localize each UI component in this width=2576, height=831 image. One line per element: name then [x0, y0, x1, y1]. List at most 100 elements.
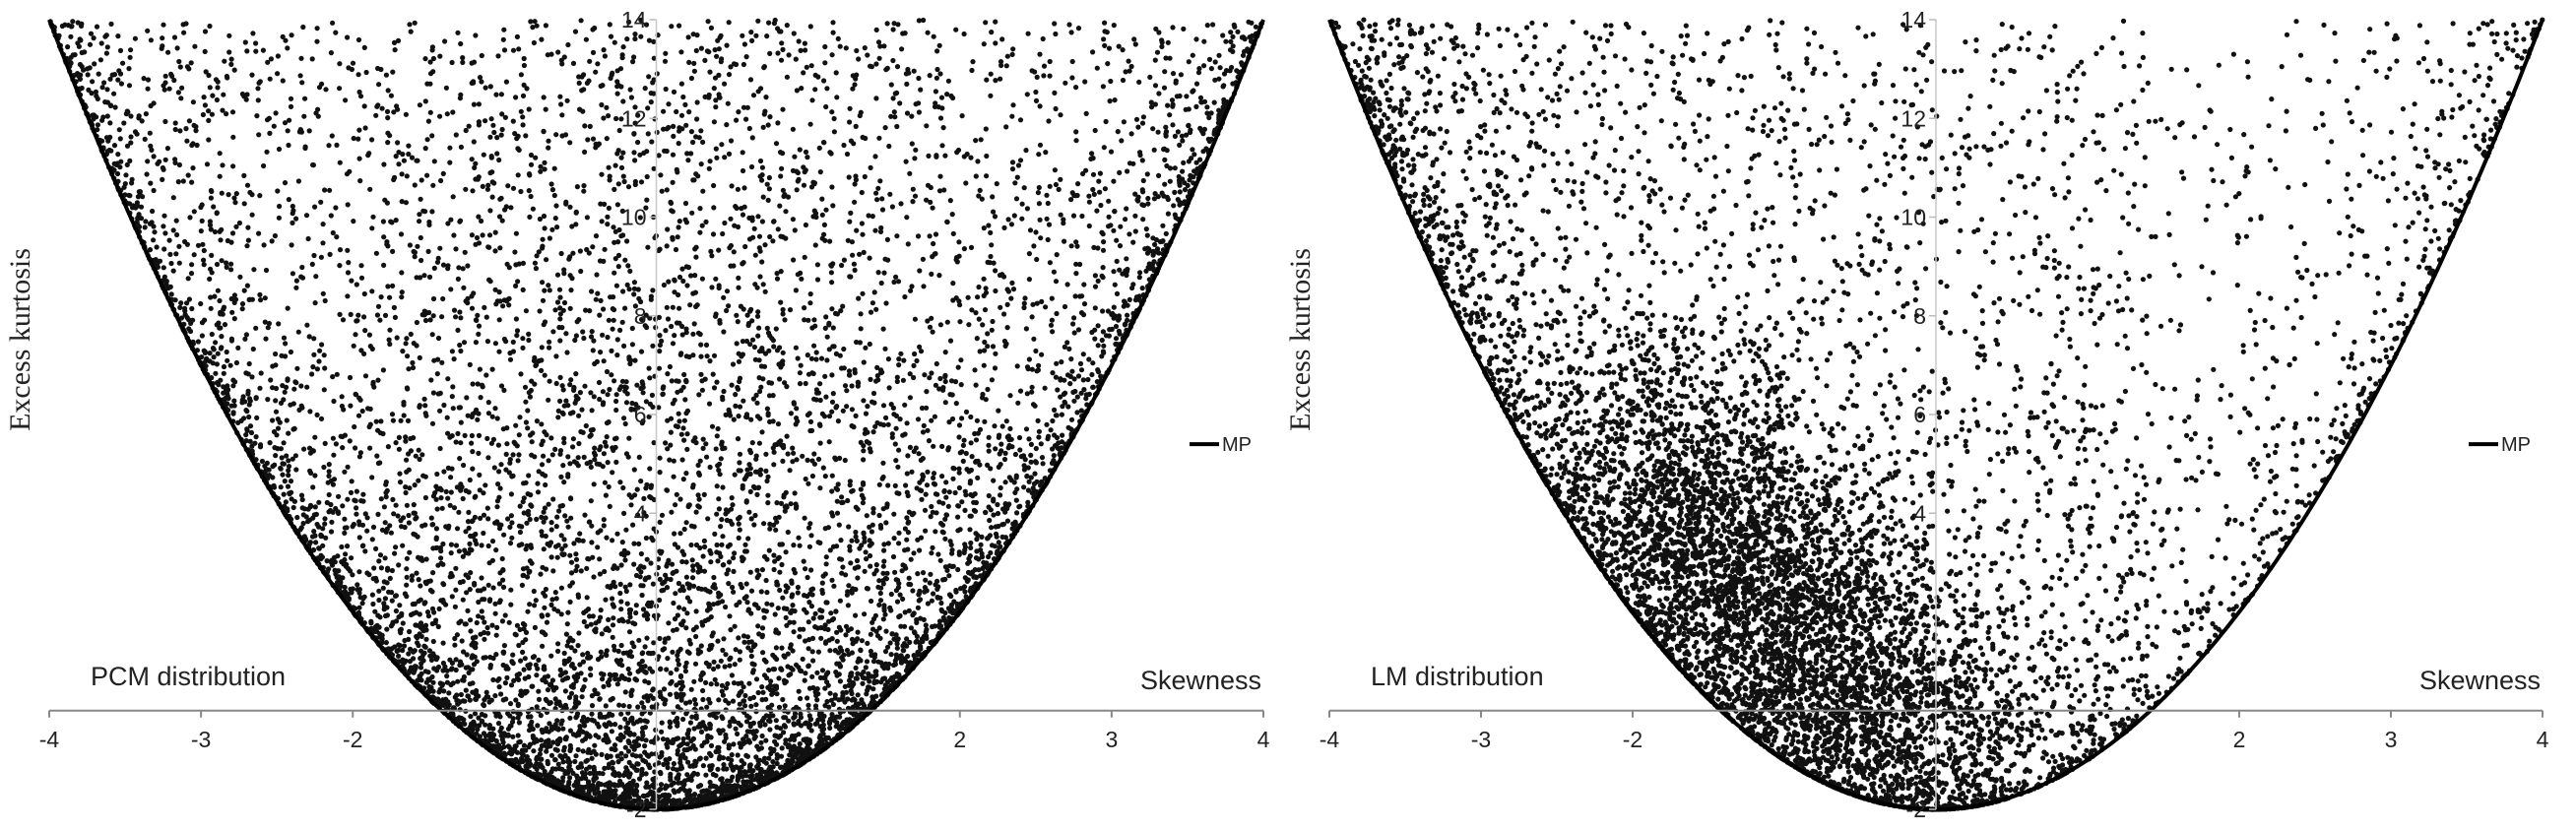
scatter-point [518, 658, 524, 664]
scatter-point [594, 272, 600, 278]
scatter-point [298, 383, 304, 389]
scatter-point [726, 20, 732, 26]
scatter-point [483, 372, 489, 378]
scatter-point [490, 585, 496, 591]
scatter-point [890, 96, 896, 101]
scatter-point [571, 541, 577, 546]
scatter-point [864, 513, 869, 519]
scatter-point [890, 27, 896, 32]
scatter-point [244, 243, 250, 249]
scatter-point [887, 191, 893, 197]
scatter-point [1100, 329, 1106, 335]
scatter-point [273, 351, 279, 357]
scatter-point [1119, 138, 1125, 144]
scatter-point [726, 151, 733, 157]
scatter-point [1121, 119, 1127, 125]
scatter-point [771, 566, 777, 573]
scatter-point [986, 434, 992, 440]
scatter-point [389, 567, 395, 574]
scatter-point [598, 782, 605, 788]
scatter-point [728, 138, 735, 144]
scatter-point [334, 371, 340, 377]
scatter-point [623, 588, 629, 595]
scatter-point [540, 243, 546, 249]
scatter-point [1090, 49, 1096, 55]
scatter-point [682, 397, 688, 403]
scatter-point [861, 457, 867, 463]
scatter-point [1070, 213, 1077, 219]
scatter-point [724, 42, 730, 48]
scatter-point [915, 416, 922, 422]
scatter-point [473, 32, 479, 38]
scatter-point [299, 496, 305, 503]
scatter-point [1126, 58, 1131, 64]
scatter-point [257, 79, 263, 85]
scatter-point [820, 140, 827, 146]
scatter-point [1080, 352, 1086, 357]
scatter-point [485, 400, 491, 406]
scatter-point [800, 453, 805, 459]
scatter-point [924, 389, 930, 395]
scatter-point [160, 43, 165, 49]
scatter-point [1029, 384, 1035, 390]
scatter-point [534, 516, 540, 523]
scatter-point [249, 212, 255, 218]
scatter-point [526, 744, 532, 750]
scatter-point [1139, 286, 1145, 291]
scatter-point [462, 249, 468, 255]
scatter-point [648, 99, 654, 105]
scatter-point [327, 187, 333, 193]
scatter-point [251, 267, 257, 273]
scatter-point [465, 263, 471, 269]
scatter-point [692, 435, 698, 441]
scatter-point [934, 66, 940, 73]
scatter-point [1011, 213, 1017, 219]
scatter-point [682, 669, 689, 674]
scatter-point [393, 544, 399, 550]
scatter-point [1004, 325, 1010, 331]
scatter-point [854, 538, 860, 544]
scatter-point [603, 597, 609, 603]
scatter-point [779, 745, 785, 751]
scatter-point [499, 126, 505, 133]
scatter-point [820, 573, 826, 579]
scatter-point [461, 340, 468, 346]
scatter-point [450, 384, 456, 390]
scatter-point [783, 589, 789, 595]
scatter-point [732, 550, 738, 556]
scatter-point [942, 564, 949, 570]
scatter-point [1216, 52, 1222, 58]
scatter-point [573, 715, 579, 721]
scatter-point [911, 448, 917, 455]
scatter-point [718, 592, 724, 598]
scatter-point [764, 33, 770, 39]
scatter-point [980, 322, 986, 328]
scatter-point [627, 268, 633, 274]
scatter-point [581, 183, 587, 189]
scatter-point [840, 408, 846, 414]
scatter-point [451, 356, 457, 362]
scatter-point [493, 92, 499, 97]
scatter-point [691, 177, 697, 183]
scatter-point [1044, 216, 1050, 222]
scatter-point [676, 743, 682, 749]
scatter-point [646, 74, 652, 80]
scatter-point [506, 619, 512, 625]
scatter-point [1186, 106, 1191, 112]
scatter-point [995, 510, 1001, 517]
scatter-point [389, 412, 396, 417]
scatter-point [354, 582, 360, 588]
scatter-point [546, 283, 551, 288]
scatter-point [1106, 214, 1112, 220]
scatter-point [345, 247, 351, 253]
scatter-point [908, 288, 914, 293]
scatter-point [693, 608, 699, 614]
scatter-point [1013, 497, 1019, 503]
scatter-point [479, 218, 484, 224]
scatter-point [590, 136, 597, 142]
scatter-point [943, 479, 949, 485]
scatter-point [545, 687, 551, 693]
scatter-point [711, 574, 717, 581]
scatter-point [614, 337, 620, 343]
scatter-point [347, 374, 354, 381]
